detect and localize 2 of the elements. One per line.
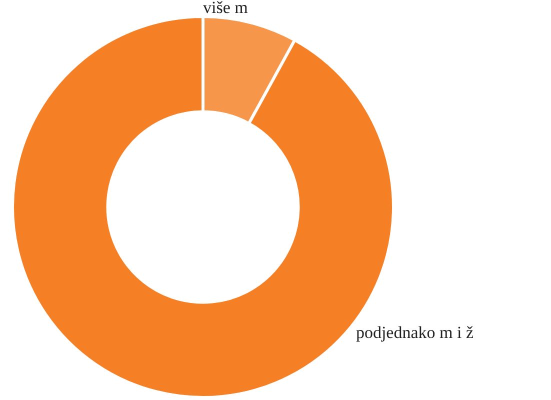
slice-label: više m <box>203 0 248 17</box>
slice-label: podjednako m i ž <box>356 322 474 342</box>
